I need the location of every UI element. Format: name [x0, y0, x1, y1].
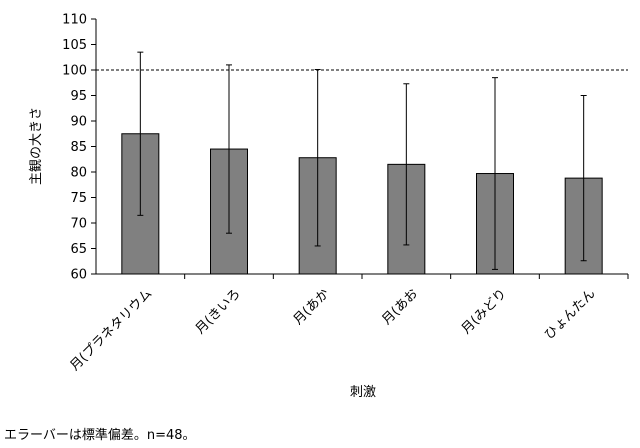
y-tick-label: 80	[70, 166, 87, 181]
y-tick-label: 85	[70, 140, 87, 155]
y-tick-label: 70	[70, 217, 87, 232]
error-bars	[137, 51, 587, 270]
y-tick-label: 95	[70, 89, 87, 104]
y-axis-title: 主観の大きさ	[29, 107, 44, 185]
x-category-label: 月(きいろ	[193, 286, 244, 337]
y-tick-label: 60	[70, 268, 87, 283]
footnote: エラーバーは標準偏差。n=48。	[4, 428, 196, 443]
x-axis-title: 刺激	[350, 385, 376, 400]
y-tick-label: 90	[70, 115, 87, 130]
x-category-label: ひょんたん	[542, 286, 599, 343]
y-tick-label: 110	[62, 13, 87, 28]
x-category-label: 月(あお	[379, 286, 421, 328]
y-tick-label: 75	[70, 191, 87, 206]
x-category-label: 月(プラネタリウム	[67, 286, 155, 374]
y-tick-label: 100	[62, 64, 87, 79]
x-category-labels: 月(プラネタリウム 月(きいろ 月(あか 月(あお 月(みどり ひょんたん	[67, 286, 598, 374]
axes	[95, 19, 629, 279]
y-tick-label: 65	[70, 242, 87, 257]
y-tick-label: 105	[62, 38, 87, 53]
y-ticks: 60 65 70 75 80 85 90 95 100 105 110	[62, 13, 96, 283]
x-category-label: 月(みどり	[459, 286, 510, 337]
x-category-label: 月(あか	[291, 286, 333, 328]
bars	[121, 133, 603, 275]
